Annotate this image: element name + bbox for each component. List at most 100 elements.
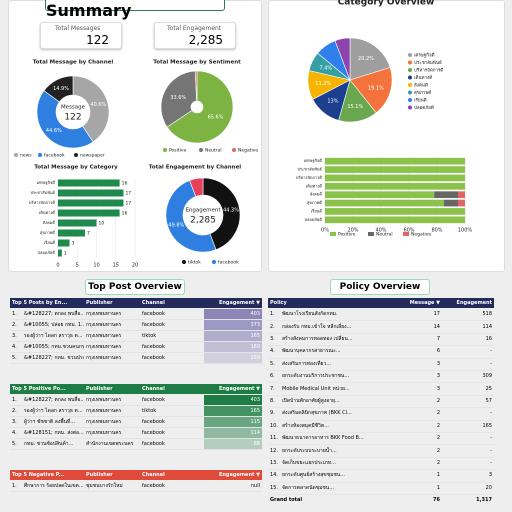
center-value: 122 <box>64 113 81 123</box>
legend-label: Negative <box>238 148 258 154</box>
value-label: 3 <box>72 241 75 247</box>
bar <box>58 199 124 207</box>
legend-swatch <box>408 105 412 110</box>
table-cell: facebook <box>140 320 204 331</box>
table-cell: 2. <box>10 320 22 331</box>
table-cell: &#128151; กทม. ส่งต่อ... <box>22 428 84 439</box>
table-cell: 5. <box>10 353 22 364</box>
y-tick-label: เศรษฐกิจดี <box>37 180 56 185</box>
table-header: Top 5 Positive Po... <box>10 384 84 394</box>
legend-swatch <box>408 68 412 72</box>
table-header: Channel <box>140 384 204 394</box>
bar-segment <box>458 199 465 207</box>
table-cell: 1 <box>390 470 442 483</box>
slice <box>165 180 217 253</box>
table-header: Engagement ▼ <box>204 470 262 480</box>
legend-swatch <box>408 75 412 80</box>
kpi-card: Total Engagement 2,285 <box>154 22 236 49</box>
slice <box>43 75 74 103</box>
table-cell: 4. <box>10 428 22 439</box>
table-cell: 3 <box>390 383 442 396</box>
legend-label: สังคมดี <box>414 83 428 89</box>
slice-label: 20.2% <box>358 56 374 62</box>
chart-title: Total Message by Channel <box>33 60 114 66</box>
y-tick-label: สุขภาพดี <box>40 230 56 236</box>
table-cell: - <box>442 346 494 359</box>
table-cell: 8. <box>268 396 280 409</box>
table-cell: null <box>204 481 262 492</box>
legend-label: เดินทางดี <box>414 75 432 81</box>
x-tick-label: 5 <box>76 263 79 269</box>
table-cell: ยกระดับศูนย์สร้างสุขชุมชน... <box>280 470 390 483</box>
x-tick-label: 100% <box>458 228 473 234</box>
table-header: Engagement ▼ <box>204 384 262 394</box>
table-header: Engagement ▼ <box>204 298 262 308</box>
table-cell: 309 <box>442 371 494 384</box>
table-cell: tiktok <box>140 406 204 417</box>
table-cell: จัดการตลาดนัดชุมชน... <box>280 483 390 495</box>
table-header: Channel <box>140 470 204 480</box>
table-cell: 2 <box>390 433 442 446</box>
table-cell: 12. <box>268 445 280 458</box>
y-tick-label: ปลอดภัยดี <box>304 217 322 222</box>
legend-label: Negative <box>411 232 431 238</box>
center-label: Message <box>61 105 86 111</box>
table-cell: 3 <box>442 470 494 483</box>
slice-label: 44.3% <box>223 207 239 213</box>
section-title: Policy Overview <box>330 279 430 295</box>
table-cell: facebook <box>140 428 204 439</box>
table-header: Publisher <box>84 384 140 394</box>
y-tick-label: เศรษฐกิจดี <box>304 158 323 163</box>
bar <box>58 209 120 217</box>
table-cell: 11. <box>268 433 280 446</box>
table-cell: 518 <box>442 309 494 322</box>
kpi-card: Total Messages 122 <box>40 22 122 49</box>
y-tick-label: เรียนดี <box>44 240 56 245</box>
slice-label: 13% <box>327 98 338 104</box>
table-cell: &#10055; กทม.ชวนคนกรุง... <box>22 342 84 353</box>
x-tick-label: 20 <box>132 263 138 269</box>
slice <box>334 37 351 81</box>
table-cell: 160 <box>204 342 262 353</box>
kpi-label: Total Messages <box>55 25 101 32</box>
legend-label: Neutral <box>205 148 222 154</box>
table-cell: - <box>442 445 494 458</box>
legend-swatch <box>408 83 412 87</box>
bar-segment <box>458 191 465 199</box>
table-cell: ยกระดับระบบระบายน้ำ... <box>280 445 390 458</box>
slice <box>72 75 110 143</box>
legend-swatch <box>212 260 216 264</box>
chart-title: Total Message by Category <box>34 165 118 171</box>
chart-title: Total Engagement by Channel <box>149 165 242 171</box>
bar-segment <box>325 174 465 182</box>
table-cell: 7 <box>390 334 442 347</box>
charts: Total Message by Channel 40.6% 44.6% 14.9% M… <box>14 0 473 269</box>
x-tick-label: 60% <box>403 228 414 234</box>
table-cell: 165 <box>204 406 262 417</box>
bar <box>58 189 124 197</box>
table-header: Publisher <box>84 470 140 480</box>
value-label: 17 <box>125 201 131 207</box>
table-cell: 14. <box>268 470 280 483</box>
table-cell: รองผู้ว่าฯ ไดลก สราวุธ ต... <box>22 406 84 417</box>
table-cell: 3 <box>390 359 442 371</box>
table-cell: 165 <box>442 421 494 433</box>
slice-label: 14.9% <box>53 86 69 92</box>
table-cell: 5. <box>268 359 280 371</box>
table-cell: tiktok <box>140 331 204 342</box>
slice-label: 49.8% <box>168 223 184 229</box>
value-label: 7 <box>87 231 90 237</box>
table-cell: สำนักงานเขตพระนคร <box>84 439 140 450</box>
table-cell: 20 <box>442 483 494 495</box>
table-cell: facebook <box>140 395 204 406</box>
slice <box>349 67 393 114</box>
legend-swatch <box>368 232 374 236</box>
table-cell: เปิดบ้านพักอาศัยผู้สูงอายุ... <box>280 396 390 409</box>
table-cell: กล่องรับ กทม.เข้าใจ หลีกเลี่ยง... <box>280 321 390 334</box>
bar <box>58 179 120 187</box>
table-cell: กรุงเทพมหานคร <box>84 342 140 353</box>
table-cell: ศึกษาการ ร้อยปลดในเขต... <box>22 481 84 492</box>
x-tick-label: 15 <box>113 263 119 269</box>
slice-label: 19.1% <box>368 85 384 91</box>
table-cell: 4. <box>10 342 22 353</box>
